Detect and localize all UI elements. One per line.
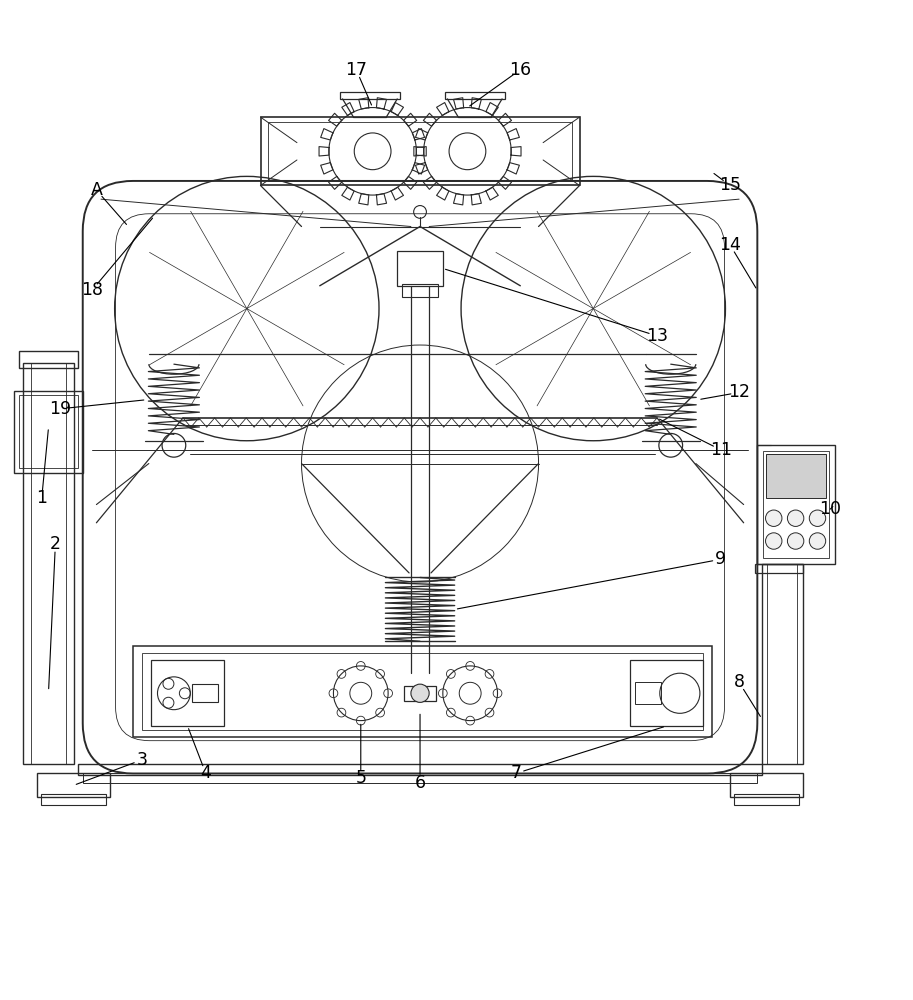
Circle shape [787, 533, 803, 549]
Bar [192, 684, 217, 702]
Bar [37, 773, 110, 797]
Text: 9: 9 [715, 550, 727, 568]
Text: 6: 6 [415, 774, 425, 792]
Text: 11: 11 [710, 441, 732, 459]
Bar [31, 363, 67, 764]
Text: 5: 5 [355, 769, 366, 787]
Bar [24, 363, 74, 764]
Bar [762, 451, 829, 558]
Bar [268, 122, 572, 181]
Text: 10: 10 [819, 500, 841, 518]
Bar [152, 660, 224, 726]
Text: 19: 19 [49, 400, 71, 418]
Text: 13: 13 [646, 327, 668, 345]
Bar [402, 284, 438, 297]
Text: 14: 14 [719, 236, 741, 254]
Text: 1: 1 [37, 489, 47, 507]
Circle shape [411, 684, 429, 702]
Bar [767, 564, 797, 764]
Bar [766, 454, 825, 498]
Bar [635, 682, 661, 704]
Circle shape [765, 533, 782, 549]
Bar [755, 564, 803, 573]
Bar [19, 351, 79, 368]
Text: 4: 4 [200, 764, 211, 782]
Text: 7: 7 [510, 764, 521, 782]
Bar [734, 794, 799, 805]
Text: 8: 8 [734, 673, 745, 691]
Bar [730, 773, 803, 797]
Text: 12: 12 [728, 383, 750, 401]
Text: 17: 17 [345, 61, 367, 79]
Text: 3: 3 [137, 751, 148, 769]
Bar [142, 653, 703, 730]
Circle shape [809, 510, 825, 526]
Bar [397, 251, 443, 286]
Bar [340, 92, 400, 99]
Bar [79, 764, 761, 775]
Bar [404, 686, 436, 701]
Bar [133, 646, 712, 737]
Bar [445, 92, 505, 99]
Circle shape [787, 510, 803, 526]
Bar [19, 395, 79, 468]
Bar [41, 794, 107, 805]
Text: 15: 15 [719, 176, 741, 194]
Bar [630, 660, 703, 726]
Bar [260, 117, 580, 185]
Circle shape [765, 510, 782, 526]
Bar [761, 564, 803, 764]
Text: 18: 18 [81, 281, 103, 299]
Text: 2: 2 [50, 535, 61, 553]
Text: 16: 16 [509, 61, 531, 79]
Bar [757, 445, 834, 564]
Text: A: A [90, 181, 102, 199]
Bar [15, 391, 83, 473]
Circle shape [809, 533, 825, 549]
Bar [83, 773, 757, 783]
